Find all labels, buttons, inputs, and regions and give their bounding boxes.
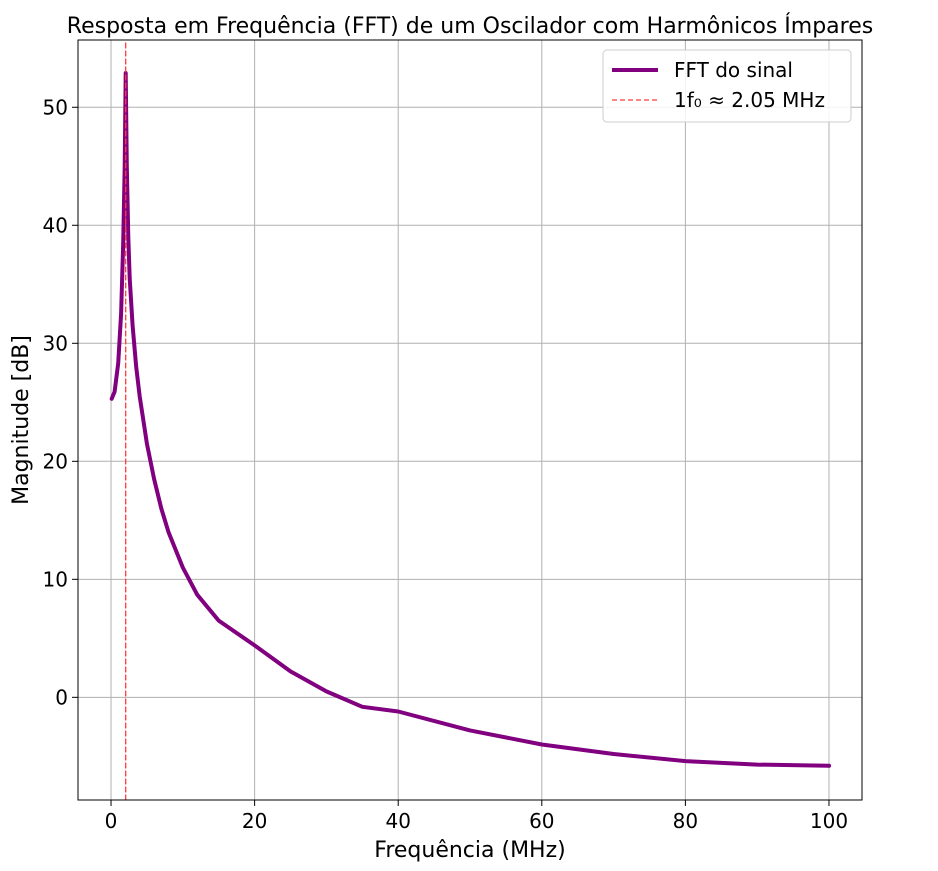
y-tick-label: 0	[55, 685, 68, 709]
y-tick-label: 40	[43, 213, 68, 237]
x-tick-label: 0	[105, 809, 118, 833]
x-tick-label: 40	[385, 809, 410, 833]
y-tick-label: 10	[43, 567, 68, 591]
grid-lines	[78, 40, 862, 800]
y-axis-label: Magnitude [dB]	[9, 335, 34, 505]
x-tick-label: 100	[810, 809, 848, 833]
legend-label-f0: 1f₀ ≈ 2.05 MHz	[674, 88, 825, 112]
x-axis-label: Frequência (MHz)	[374, 838, 565, 863]
chart-title: Resposta em Frequência (FFT) de um Oscil…	[67, 13, 873, 39]
y-tick-label: 30	[43, 331, 68, 355]
y-tick-label: 50	[43, 95, 68, 119]
plot-frame	[77, 39, 863, 801]
legend: FFT do sinal 1f₀ ≈ 2.05 MHz	[602, 49, 852, 123]
axis-ticks: 0 20 40 60 80 100 0 10 20 30 40 50	[43, 95, 849, 833]
series-line-fft	[109, 71, 831, 768]
series-layer	[109, 39, 831, 801]
x-tick-label: 80	[673, 809, 698, 833]
legend-box	[602, 49, 852, 123]
x-tick-label: 60	[529, 809, 554, 833]
x-tick-label: 20	[242, 809, 267, 833]
y-tick-label: 20	[43, 449, 68, 473]
legend-label-fft: FFT do sinal	[674, 58, 793, 82]
